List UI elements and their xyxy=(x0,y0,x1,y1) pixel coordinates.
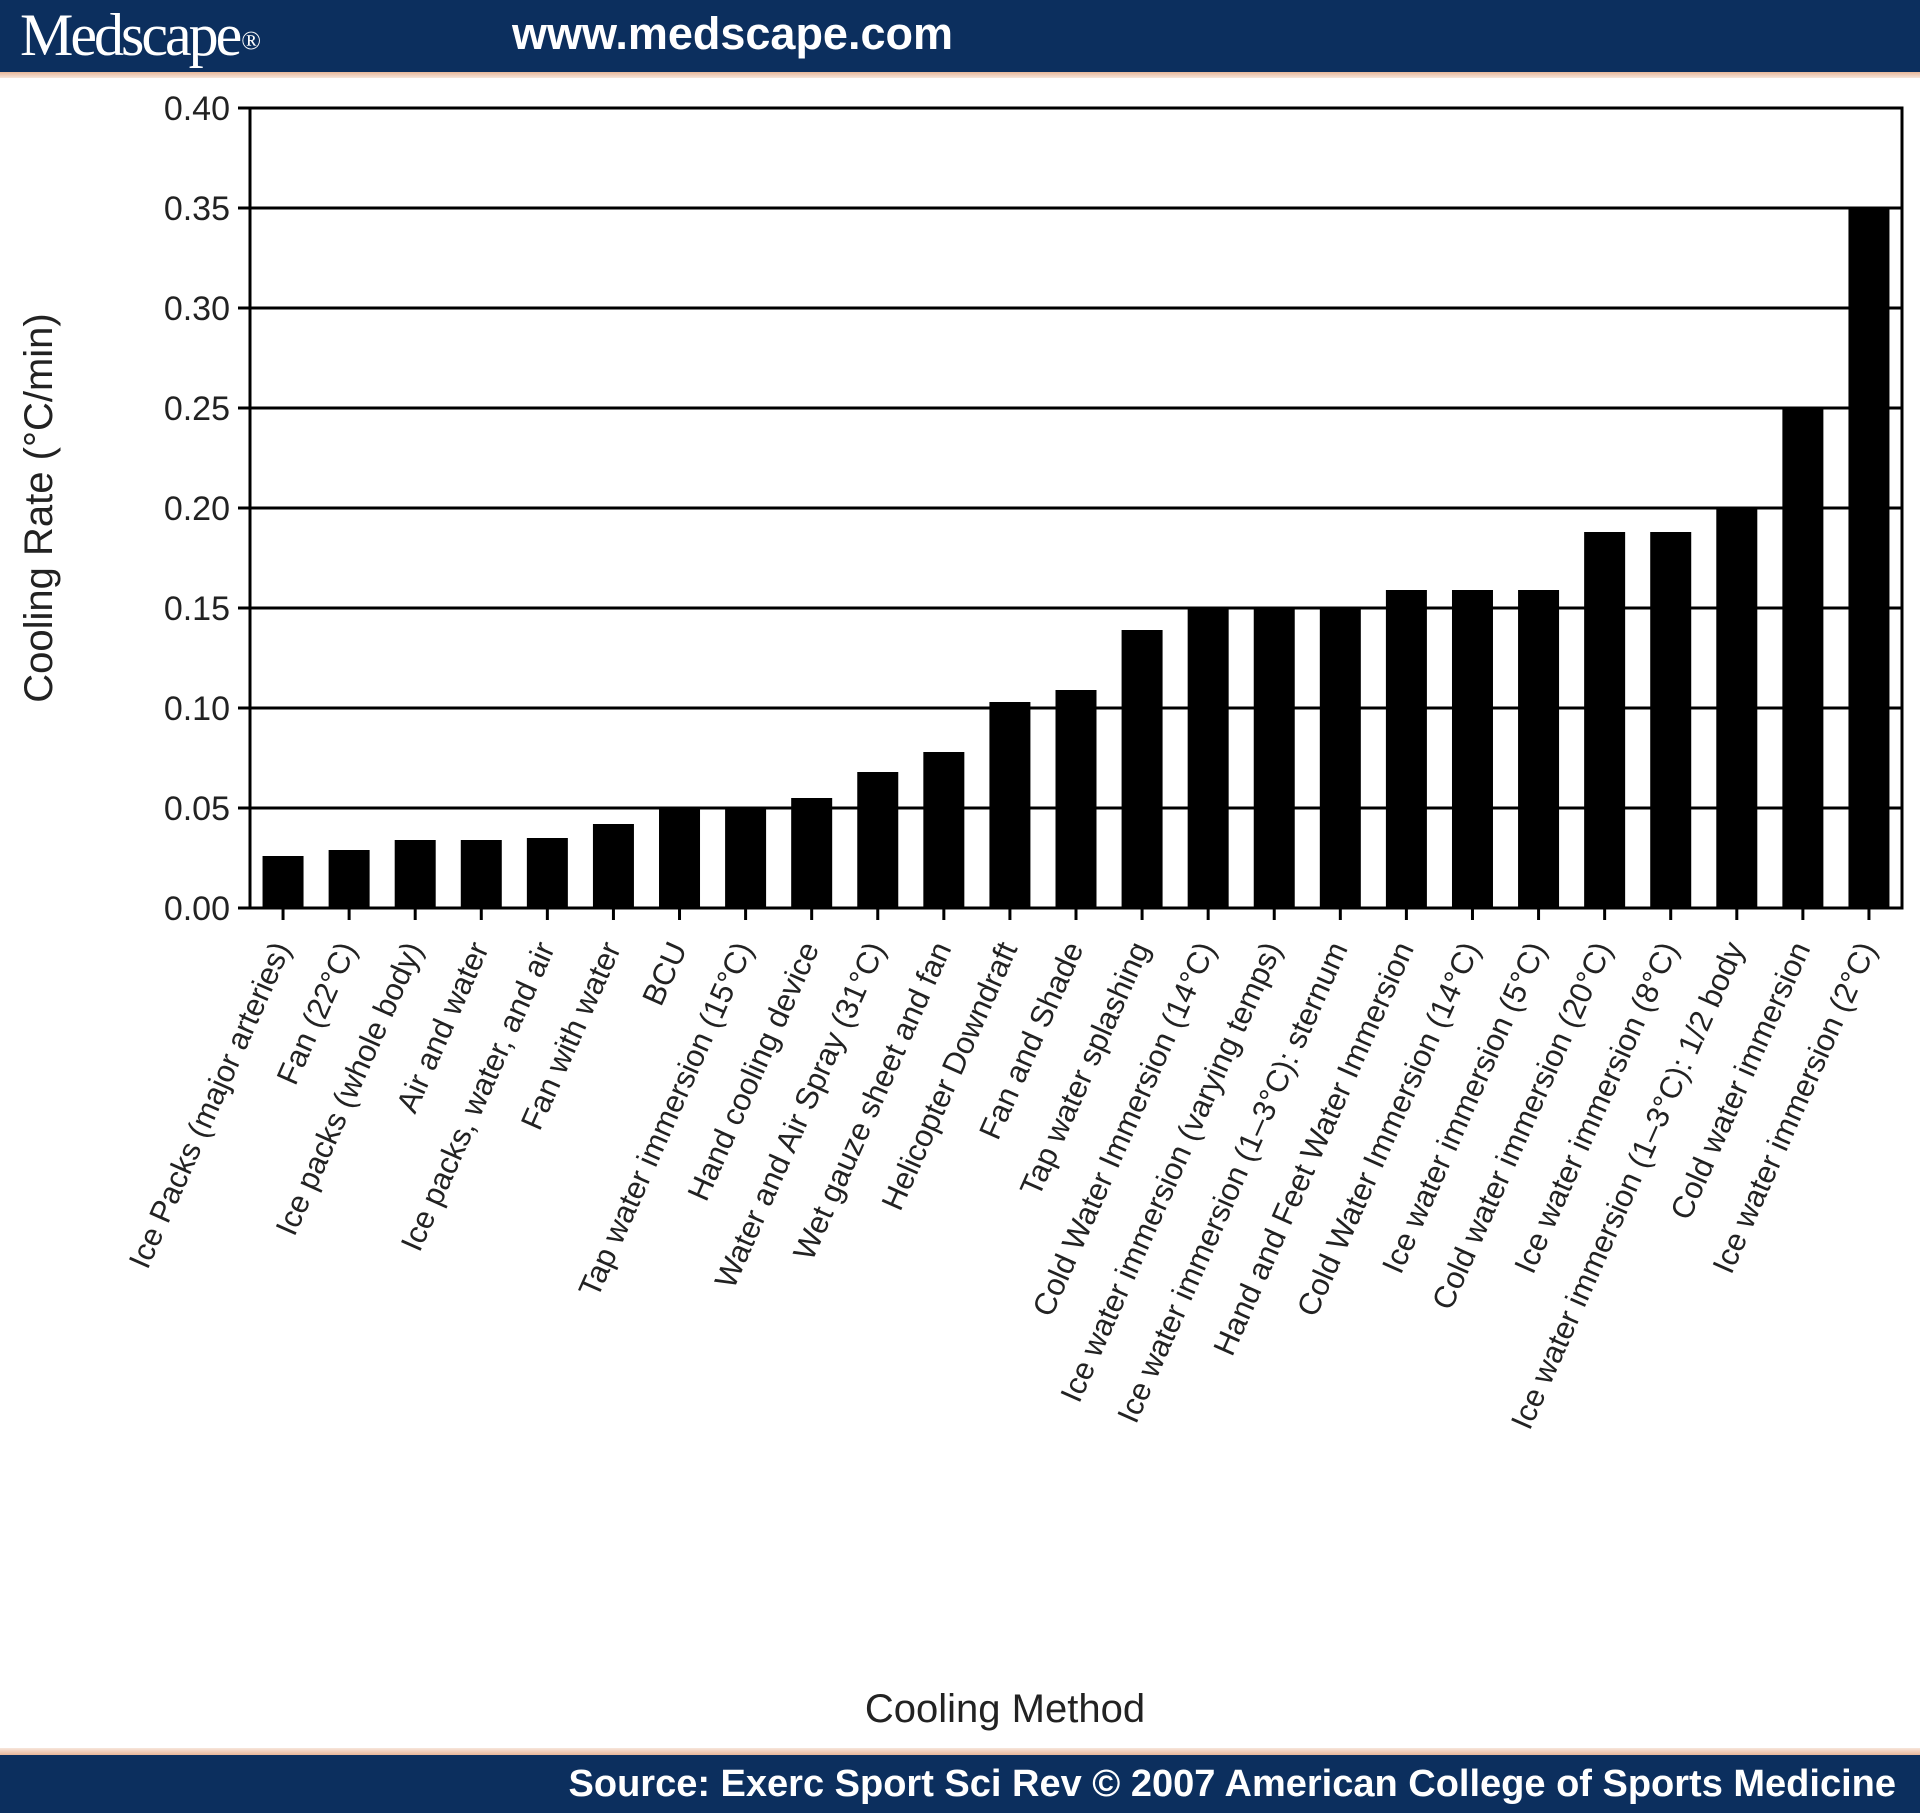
y-axis-label: Cooling Rate (°C/min) xyxy=(17,313,61,702)
bar xyxy=(1848,208,1890,908)
y-tick-label: 0.25 xyxy=(164,390,230,428)
bar xyxy=(1121,630,1163,908)
bar xyxy=(328,850,370,908)
bar xyxy=(1782,408,1824,908)
bar xyxy=(923,752,965,908)
bar xyxy=(989,702,1031,908)
bar xyxy=(1650,532,1692,908)
bar xyxy=(1319,608,1361,908)
bar xyxy=(1451,590,1493,908)
bar xyxy=(1187,608,1229,908)
bars xyxy=(262,208,1890,908)
logo-text: Medscape xyxy=(20,2,242,68)
header-stripe xyxy=(0,72,1920,78)
bar xyxy=(526,838,568,908)
bar xyxy=(857,772,899,908)
bar xyxy=(659,808,701,908)
site-url: www.medscape.com xyxy=(512,8,953,59)
y-tick-label: 0.10 xyxy=(164,690,230,728)
bar xyxy=(460,840,502,908)
x-tick-label: BCU xyxy=(635,937,694,1011)
x-axis-label: Cooling Method xyxy=(865,1687,1145,1731)
logo-registered-mark: ® xyxy=(241,26,261,55)
bar xyxy=(1716,508,1758,908)
bar xyxy=(1253,608,1295,908)
bar xyxy=(394,840,436,908)
y-tick-label: 0.15 xyxy=(164,590,230,628)
bar xyxy=(1055,690,1097,908)
source-footer: Source: Exerc Sport Sci Rev © 2007 Ameri… xyxy=(0,1755,1920,1813)
y-tick-label: 0.30 xyxy=(164,290,230,328)
y-tick-label: 0.40 xyxy=(164,90,230,128)
source-credit: Source: Exerc Sport Sci Rev © 2007 Ameri… xyxy=(568,1763,1896,1805)
medscape-logo: Medscape® xyxy=(20,2,261,74)
bar xyxy=(1584,532,1626,908)
bar xyxy=(1518,590,1560,908)
x-axis-ticks: Ice Packs (major arteries)Fan (22°C)Ice … xyxy=(122,908,1883,1434)
bar xyxy=(725,808,767,908)
medscape-header: Medscape® www.medscape.com xyxy=(0,0,1920,72)
y-tick-label: 0.20 xyxy=(164,490,230,528)
y-tick-label: 0.35 xyxy=(164,190,230,228)
bar xyxy=(592,824,634,908)
footer-stripe xyxy=(0,1748,1920,1755)
bar xyxy=(1385,590,1427,908)
y-tick-label: 0.00 xyxy=(164,890,230,928)
bar xyxy=(791,798,833,908)
bar xyxy=(262,856,304,908)
y-axis-ticks: 0.00 0.05 0.10 0.15 0.20 0.25 0.30 0.35 0.40 xyxy=(164,90,250,928)
y-tick-label: 0.05 xyxy=(164,790,230,828)
